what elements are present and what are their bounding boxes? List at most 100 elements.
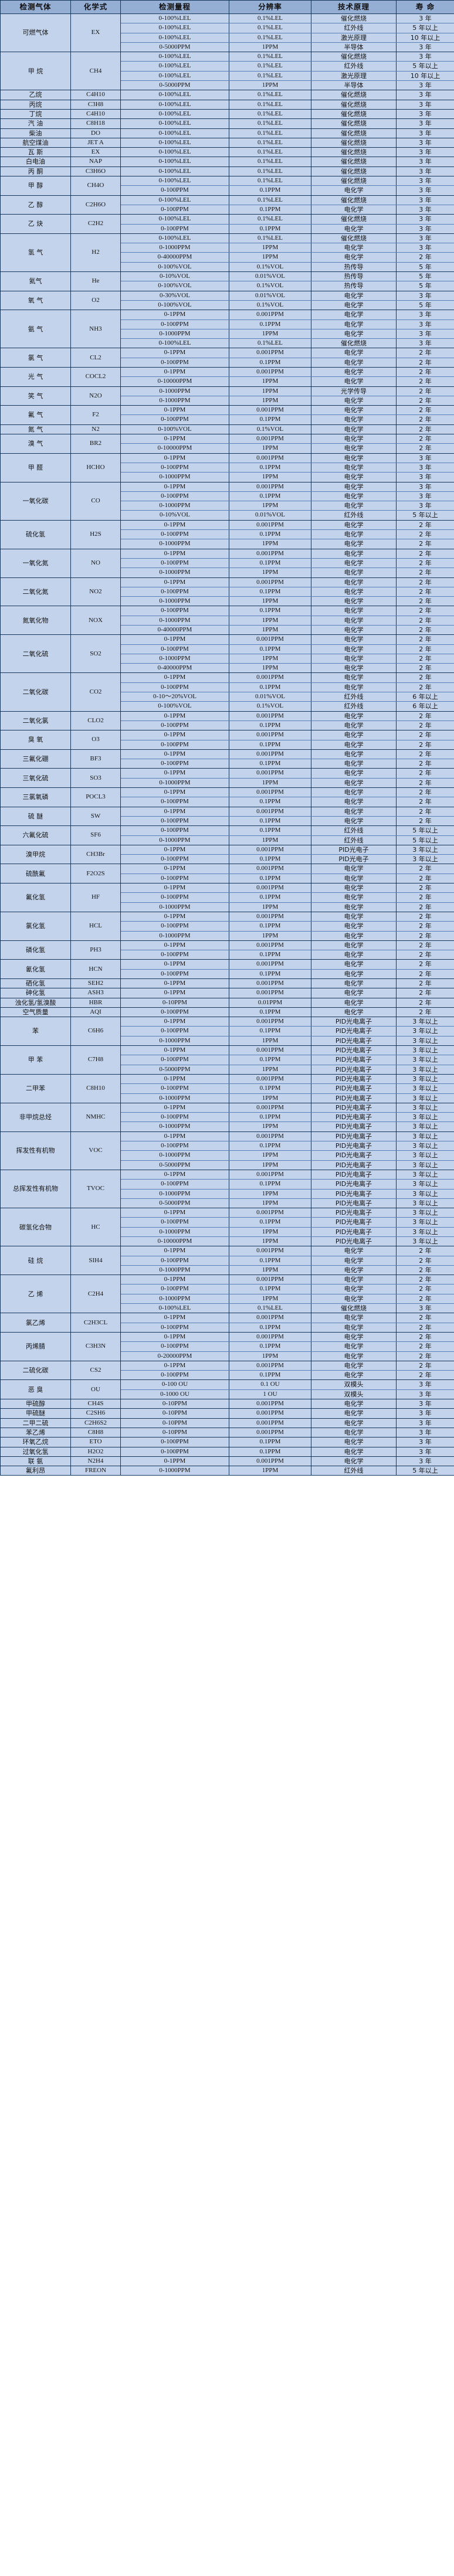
cell-formula: CH4O — [70, 176, 121, 196]
cell-formula: ASH3 — [70, 988, 121, 998]
cell-lifetime: 3 年 — [396, 1379, 454, 1390]
cell-resolution: 0.001PPM — [229, 1208, 311, 1218]
table-row: 三氟化硼 BF3 0-1PPM 0.001PPM 电化学 2 年 — [0, 749, 454, 769]
table-row: 丁烷 C4H10 0-100%LEL 0.1%LEL 催化燃烧 3 年 — [0, 108, 454, 120]
cell-resolution: 0.001PPM — [229, 548, 311, 559]
cell-resolution: 0.1%LEL — [229, 214, 311, 225]
cell-lifetime: 3 年 — [396, 185, 454, 196]
cell-formula: ETO — [70, 1437, 121, 1447]
cell-lifetime: 5 年以上 — [396, 825, 454, 836]
cell-resolution: 1PPM — [229, 1064, 311, 1075]
cell-lifetime: 2 年 — [396, 443, 454, 454]
cell-gas-name: 甲 醇 — [0, 176, 71, 196]
cell-principle: PID光电离子 — [311, 1026, 397, 1036]
cell-principle: 催化燃烧 — [311, 90, 397, 100]
cell-lifetime: 3 年 — [396, 1303, 454, 1314]
cell-lifetime: 2 年 — [396, 663, 454, 674]
cell-lifetime: 2 年 — [396, 873, 454, 884]
cell-formula: BR2 — [70, 434, 121, 454]
cell-resolution: 0.001PPM — [229, 1131, 311, 1142]
cell-range: 0-5000PPM — [120, 1064, 229, 1075]
cell-principle: 电化学 — [311, 405, 397, 416]
cell-lifetime: 3 年以上 — [396, 1083, 454, 1094]
cell-principle: 电化学 — [311, 1399, 397, 1409]
cell-principle: 电化学 — [311, 577, 397, 587]
cell-principle: 电化学 — [311, 720, 397, 731]
cell-lifetime: 10 年以上 — [396, 32, 454, 43]
cell-formula: NO — [70, 548, 121, 578]
table-row: 0-100PPM 0.1PPM 电化学 2 年 — [1, 1370, 454, 1381]
cell-range: 0-1PPM — [120, 434, 229, 444]
cell-formula: HC — [70, 1208, 121, 1247]
cell-principle: 电化学 — [311, 777, 397, 789]
cell-resolution: 0.1PPM — [229, 950, 311, 960]
cell-principle: 催化燃烧 — [311, 108, 397, 120]
table-row: 0-10000PPM 1PPM 电化学 2 年 — [1, 376, 454, 387]
cell-range: 0-1000PPM — [120, 386, 229, 396]
cell-range: 0-1000PPM — [120, 1122, 229, 1132]
table-row: 可燃气体 EX 0-100%LEL 0.1%LEL 催化燃烧 3 年 — [0, 13, 454, 53]
cell-resolution: 0.1PPM — [229, 825, 311, 836]
cell-formula: CO2 — [70, 672, 121, 712]
cell-formula: He — [70, 271, 121, 291]
cell-lifetime: 10 年以上 — [396, 70, 454, 81]
table-row: 0-100PPM 0.1PPM 电化学 3 年 — [1, 319, 454, 329]
cell-range: 0-1PPM — [120, 730, 229, 740]
cell-range: 0-10%VOL — [120, 510, 229, 521]
table-row: 0-1000PPM 1PPM 电化学 3 年 — [1, 472, 454, 482]
cell-range: 0-1PPM — [120, 959, 229, 970]
cell-resolution: 0.001PPM — [229, 1045, 311, 1056]
cell-range: 0-100PPM — [120, 815, 229, 827]
cell-resolution: 0.01%VOL — [229, 692, 311, 702]
cell-resolution: 0.001PPM — [229, 1275, 311, 1285]
cell-formula: H2 — [70, 233, 121, 273]
cell-formula: EX — [70, 13, 121, 53]
table-row: 0-1000PPM 1PPM PID光电离子 3 年以上 — [1, 1122, 454, 1132]
cell-lifetime: 3 年 — [396, 13, 454, 24]
cell-lifetime: 3 年 — [396, 195, 454, 205]
cell-formula: C3H3N — [70, 1331, 121, 1361]
cell-range: 0-100PPM — [120, 586, 229, 597]
cell-principle: 红外线 — [311, 692, 397, 702]
cell-principle: 电化学 — [311, 1275, 397, 1285]
cell-principle: 红外线 — [311, 1466, 397, 1476]
cell-resolution: 0.001PPM — [229, 405, 311, 416]
cell-lifetime: 2 年 — [396, 797, 454, 807]
cell-lifetime: 3 年以上 — [396, 1035, 454, 1046]
cell-lifetime: 2 年 — [396, 1341, 454, 1352]
cell-range: 0-5000PPM — [120, 1160, 229, 1170]
table-header: 检测气体 化学式 检测量程 分辨率 技术原理 寿 命 — [0, 0, 454, 14]
cell-principle: 电化学 — [311, 1265, 397, 1276]
cell-lifetime: 3 年 — [396, 472, 454, 482]
cell-resolution: 0.1PPM — [229, 739, 311, 750]
table-row: 0-1000PPM 1PPM 电化学 3 年 — [1, 501, 454, 511]
cell-range: 0-100PPM — [120, 720, 229, 731]
cell-resolution: 1PPM — [229, 624, 311, 635]
cell-principle: 电化学 — [311, 624, 397, 635]
table-row: 二硫化碳 CS2 0-1PPM 0.001PPM 电化学 2 年 — [0, 1360, 454, 1381]
cell-principle: 催化燃烧 — [311, 338, 397, 349]
cell-gas-name: 光 气 — [0, 366, 71, 387]
cell-range: 0-100%LEL — [120, 70, 229, 81]
table-row: 白电油 NAP 0-100%LEL 0.1%LEL 催化燃烧 3 年 — [0, 157, 454, 167]
cell-principle: 热传导 — [311, 271, 397, 282]
cell-resolution: 0.1PPM — [229, 1179, 311, 1190]
cell-range: 0-100%LEL — [120, 1303, 229, 1314]
cell-lifetime: 2 年 — [396, 1007, 454, 1018]
table-row: 0-100PPM 0.1PPM 电化学 2 年 — [1, 759, 454, 769]
cell-range: 0-1PPM — [120, 1102, 229, 1113]
cell-lifetime: 2 年 — [396, 539, 454, 549]
cell-range: 0-1PPM — [120, 978, 229, 989]
cell-lifetime: 3 年 — [396, 1408, 454, 1419]
table-row: 二氧化硫 SO2 0-1PPM 0.001PPM 电化学 2 年 — [0, 634, 454, 674]
cell-gas-name: 丙 酮 — [0, 166, 71, 177]
cell-principle: 催化燃烧 — [311, 13, 397, 24]
cell-range: 0-1PPM — [120, 1169, 229, 1180]
cell-resolution: 0.001PPM — [229, 711, 311, 721]
cell-gas-name: 三氟化硼 — [0, 749, 71, 769]
cell-range: 0-100PPM — [120, 529, 229, 540]
cell-lifetime: 2 年 — [396, 883, 454, 893]
cell-principle: 红外线 — [311, 701, 397, 712]
table-row: 丙烯腈 C3H3N 0-1PPM 0.001PPM 电化学 2 年 — [0, 1331, 454, 1361]
cell-gas-name: 甲 烷 — [0, 52, 71, 91]
